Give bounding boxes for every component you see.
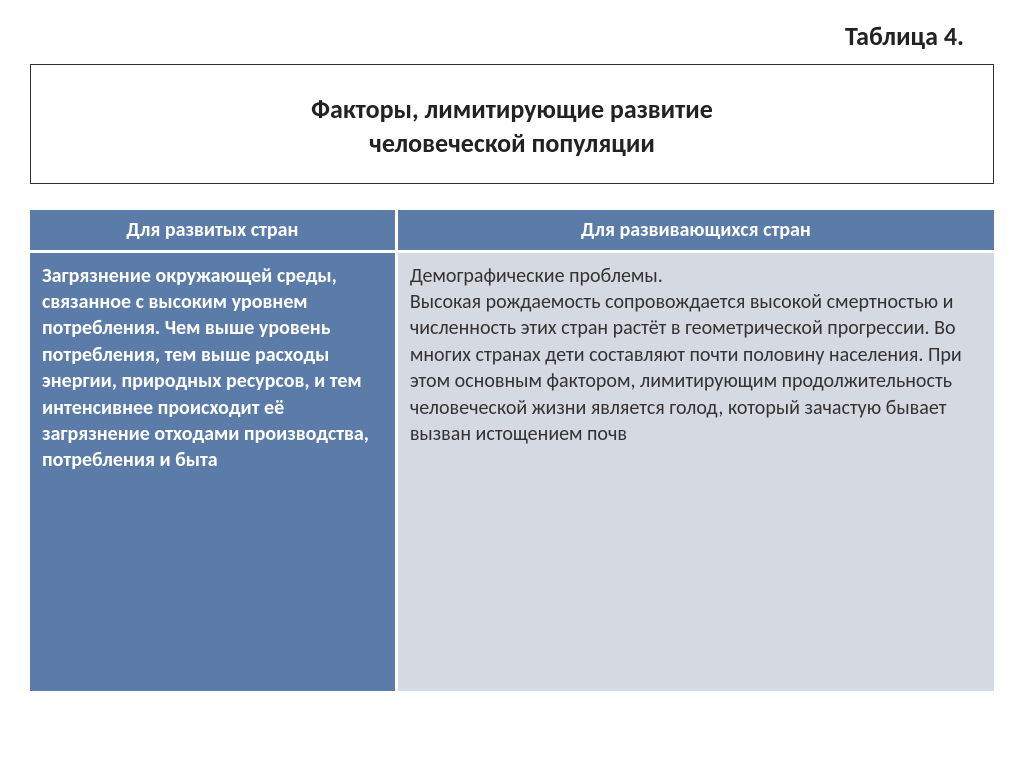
title-line-2: человеческой популяции bbox=[369, 127, 655, 159]
table-row: Загрязнение окружающей среды, связанное … bbox=[30, 251, 994, 691]
cell-developed: Загрязнение окружающей среды, связанное … bbox=[30, 251, 396, 691]
slide-title: Факторы, лимитирующие развитие человечес… bbox=[51, 93, 973, 161]
table-header-row: Для развитых стран Для развивающихся стр… bbox=[30, 210, 994, 252]
title-box: Факторы, лимитирующие развитие человечес… bbox=[30, 64, 994, 184]
header-developing: Для развивающихся стран bbox=[396, 210, 994, 252]
cell-developing: Демографические проблемы.Высокая рождаем… bbox=[396, 251, 994, 691]
comparison-table: Для развитых стран Для развивающихся стр… bbox=[30, 210, 994, 692]
header-developed: Для развитых стран bbox=[30, 210, 396, 252]
slide-container: Таблица 4. Факторы, лимитирующие развити… bbox=[0, 0, 1024, 767]
title-line-1: Факторы, лимитирующие развитие bbox=[311, 93, 713, 125]
table-number: Таблица 4. bbox=[30, 20, 994, 52]
